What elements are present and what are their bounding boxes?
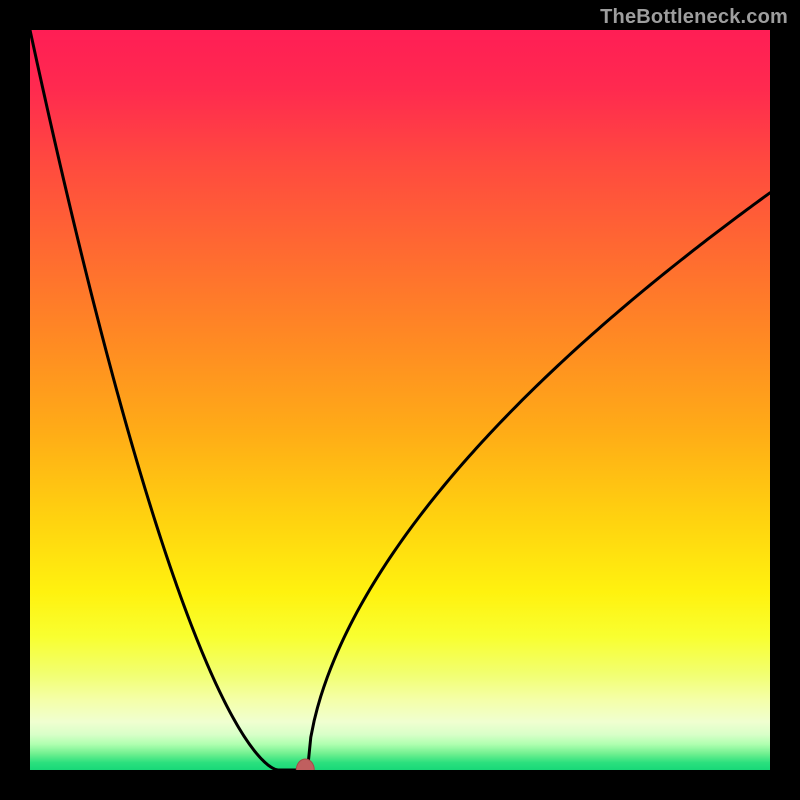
bottleneck-chart — [0, 0, 800, 800]
plot-gradient — [30, 30, 770, 770]
chart-container: TheBottleneck.com — [0, 0, 800, 800]
watermark-text: TheBottleneck.com — [600, 6, 788, 29]
